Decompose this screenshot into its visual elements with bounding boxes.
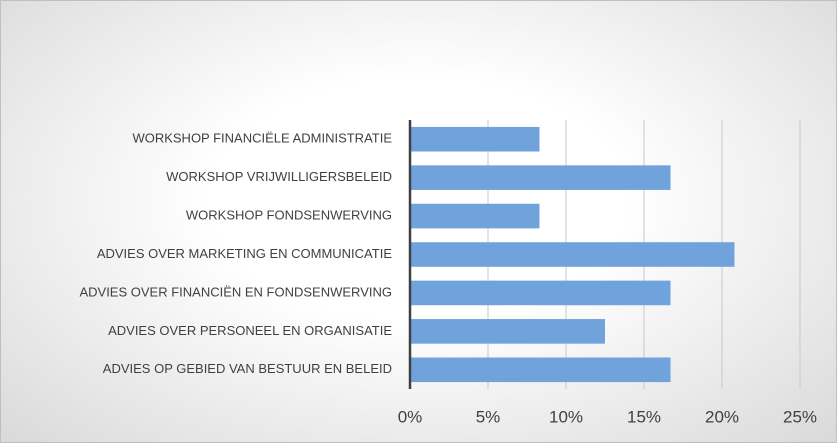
y-tick-label: ADVIES OVER MARKETING EN COMMUNICATIE xyxy=(97,246,393,261)
x-tick-label: 15% xyxy=(627,407,661,426)
y-tick-label: ADVIES OVER FINANCIËN EN FONDSENWERVING xyxy=(79,284,392,299)
y-tick-label: ADVIES OP GEBIED VAN BESTUUR EN BELEID xyxy=(103,361,392,376)
x-tick-label: 0% xyxy=(398,407,423,426)
x-tick-label: 5% xyxy=(476,407,501,426)
bar xyxy=(410,203,540,229)
x-tick-label: 25% xyxy=(783,407,817,426)
y-tick-label: WORKSHOP FINANCIËLE ADMINISTRATIE xyxy=(132,131,392,146)
bar xyxy=(410,242,735,267)
x-tick-label: 10% xyxy=(549,407,583,426)
y-tick-label: WORKSHOP VRIJWILLIGERSBELEID xyxy=(166,169,392,184)
x-tick-label: 20% xyxy=(705,407,739,426)
bar xyxy=(410,357,671,383)
y-tick-label: ADVIES OVER PERSONEEL EN ORGANISATIE xyxy=(108,323,392,338)
bar xyxy=(410,126,540,152)
bar xyxy=(410,319,605,344)
y-tick-label: WORKSHOP FONDSENWERVING xyxy=(186,208,392,223)
bar xyxy=(410,165,671,190)
bar xyxy=(410,280,671,306)
